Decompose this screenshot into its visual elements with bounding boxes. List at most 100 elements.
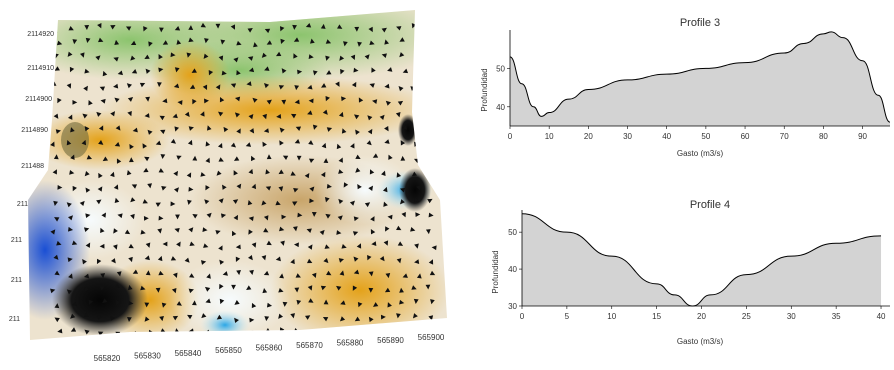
surface-marker <box>349 200 355 206</box>
surface-marker <box>261 200 267 206</box>
surface-marker <box>144 302 150 308</box>
surface-marker <box>356 243 362 249</box>
surface-marker <box>249 317 255 323</box>
surface-marker <box>69 66 75 73</box>
surface-marker <box>350 54 356 61</box>
surface-marker <box>320 23 326 29</box>
surface-marker <box>251 302 257 309</box>
surface-marker <box>253 42 258 48</box>
surface-marker <box>233 156 240 161</box>
x-tick-label: 0 <box>520 312 525 321</box>
surface-marker <box>235 256 241 262</box>
surface-marker <box>311 212 317 217</box>
surface-marker <box>184 111 190 117</box>
surface-marker <box>205 141 211 147</box>
surface-marker <box>319 229 325 236</box>
surface-marker <box>83 312 89 318</box>
surface-marker <box>427 23 433 29</box>
surface-marker <box>381 53 387 58</box>
surface-marker <box>294 139 301 144</box>
surface-marker <box>54 270 60 276</box>
surface-marker <box>262 113 267 120</box>
surface-marker <box>233 57 239 63</box>
surface-marker <box>266 302 273 308</box>
surface-marker <box>279 140 284 146</box>
surface-marker <box>336 230 342 235</box>
surface-marker <box>379 114 385 120</box>
surface-marker <box>204 199 210 205</box>
surface-marker <box>140 229 146 235</box>
x-tick-label: 30 <box>787 312 796 321</box>
surface-marker <box>117 213 123 219</box>
surface-marker <box>69 169 75 175</box>
surface-marker <box>263 83 270 89</box>
surface-marker <box>234 112 241 118</box>
surface-marker <box>247 28 253 33</box>
surface-marker <box>266 154 272 160</box>
surface-marker <box>222 271 228 276</box>
surface-marker <box>384 83 390 89</box>
surface-marker <box>202 227 208 232</box>
surface-marker <box>355 331 362 337</box>
surface-marker <box>279 127 285 133</box>
surface-marker <box>308 98 314 104</box>
surface-marker <box>430 96 436 102</box>
surface-marker <box>98 37 104 43</box>
surface-marker <box>431 245 437 251</box>
surface-marker <box>418 125 424 131</box>
surface-marker <box>248 113 254 120</box>
surface-marker <box>145 96 150 102</box>
profile-3-chart: Profile 3 0 10 20 30 40 50 60 70 80 90 40 50 Gasto … <box>470 0 894 172</box>
surface-marker <box>324 244 330 249</box>
surface-marker <box>158 168 164 173</box>
surface-marker <box>144 316 150 322</box>
surface-marker <box>396 258 402 264</box>
surface-marker <box>71 301 78 307</box>
surface-marker <box>251 183 257 190</box>
surface-marker <box>322 317 329 322</box>
surface-marker <box>176 241 181 247</box>
surface-marker <box>251 330 257 336</box>
surface-marker <box>85 213 91 219</box>
surface-marker <box>174 126 180 132</box>
surface-marker <box>84 68 90 74</box>
surface-marker <box>290 171 296 176</box>
surface-marker <box>192 99 197 105</box>
surface-marker <box>173 170 179 177</box>
surface-marker <box>200 111 205 117</box>
surface-marker <box>308 298 314 303</box>
x-tick-label: 35 <box>832 312 841 321</box>
surface-marker <box>145 242 151 248</box>
surface-marker <box>174 227 180 233</box>
surface-marker <box>220 213 227 219</box>
surface-marker <box>116 299 121 306</box>
surface-marker <box>263 270 270 276</box>
surface-marker <box>388 154 393 160</box>
surface-marker <box>339 270 345 276</box>
surface-marker <box>278 313 284 319</box>
surface-marker <box>290 113 297 119</box>
surface-marker <box>312 70 318 76</box>
surface-marker <box>278 85 285 90</box>
surface-marker <box>381 170 386 176</box>
surface-markers <box>50 22 439 338</box>
surface-marker <box>263 128 269 133</box>
y-tick-label: 2114900 <box>25 96 52 103</box>
surface-marker <box>98 331 104 336</box>
surface-marker <box>372 153 379 158</box>
surface-marker <box>290 258 295 265</box>
surface-marker <box>110 258 116 264</box>
surface-marker <box>187 139 193 146</box>
surface-marker <box>411 171 418 177</box>
surface-marker <box>155 287 161 293</box>
profile-fill <box>510 31 890 127</box>
surface-marker <box>110 171 115 178</box>
surface-marker <box>297 69 303 75</box>
surface-marker <box>251 155 256 162</box>
surface-marker <box>203 243 209 248</box>
chart-axes: 0 10 20 30 40 50 60 70 80 90 40 50 <box>496 30 890 141</box>
surface-marker <box>373 302 379 307</box>
surface-marker <box>342 331 348 336</box>
surface-marker <box>292 226 298 232</box>
surface-marker <box>413 110 419 116</box>
